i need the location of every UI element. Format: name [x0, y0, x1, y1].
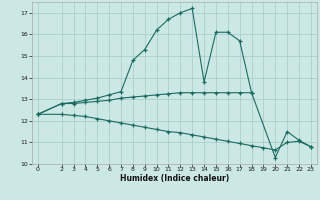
- X-axis label: Humidex (Indice chaleur): Humidex (Indice chaleur): [120, 174, 229, 183]
